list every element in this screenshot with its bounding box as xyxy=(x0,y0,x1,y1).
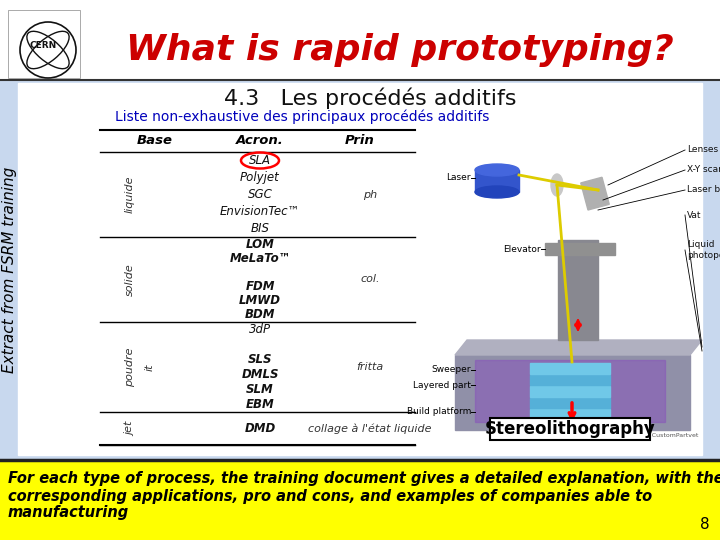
Text: Lenses: Lenses xyxy=(687,145,718,154)
Bar xyxy=(558,240,598,340)
Ellipse shape xyxy=(475,164,519,176)
Bar xyxy=(475,170,519,192)
FancyBboxPatch shape xyxy=(490,418,650,440)
Bar xyxy=(0,0,720,80)
Text: Laser: Laser xyxy=(446,173,471,183)
Text: manufacturing: manufacturing xyxy=(8,505,130,521)
Text: ph: ph xyxy=(363,190,377,199)
Text: corresponding applications, pro and cons, and examples of companies able to: corresponding applications, pro and cons… xyxy=(8,489,652,503)
Text: X-Y scanning mirror: X-Y scanning mirror xyxy=(687,165,720,174)
Ellipse shape xyxy=(551,174,563,196)
Text: SLM: SLM xyxy=(246,383,274,396)
Text: Prin: Prin xyxy=(345,134,375,147)
Text: Stereolithography: Stereolithography xyxy=(485,420,655,438)
Polygon shape xyxy=(455,340,702,355)
Text: collage à l'état liquide: collage à l'état liquide xyxy=(308,423,432,434)
Circle shape xyxy=(20,22,76,78)
Bar xyxy=(0,460,720,540)
Text: MeLaTo™: MeLaTo™ xyxy=(229,252,291,265)
Text: LOM: LOM xyxy=(246,238,274,251)
Text: 4.3   Les procédés additifs: 4.3 Les procédés additifs xyxy=(224,87,516,109)
Text: poudre: poudre xyxy=(125,347,135,387)
Bar xyxy=(581,177,609,210)
Bar xyxy=(415,90,700,440)
Text: SLS: SLS xyxy=(248,353,272,366)
Text: LMWD: LMWD xyxy=(239,294,281,307)
Text: Liquid
photopolymer: Liquid photopolymer xyxy=(687,240,720,260)
Text: SGC: SGC xyxy=(248,188,272,201)
Bar xyxy=(530,386,610,397)
Bar xyxy=(475,360,665,422)
Text: fritta: fritta xyxy=(356,362,384,372)
Bar xyxy=(530,398,610,408)
Bar xyxy=(8,10,80,78)
Text: it: it xyxy=(145,363,155,371)
Bar xyxy=(545,243,615,255)
Text: Extract from FSRM training: Extract from FSRM training xyxy=(2,167,17,373)
Text: FDM: FDM xyxy=(246,280,275,293)
Bar xyxy=(530,409,610,420)
Text: 3dP: 3dP xyxy=(249,323,271,336)
Text: liquide: liquide xyxy=(125,176,135,213)
Text: EnvisionTec™: EnvisionTec™ xyxy=(220,205,300,218)
Text: Base: Base xyxy=(137,134,173,147)
Text: Laser beam: Laser beam xyxy=(687,186,720,194)
Bar xyxy=(530,375,610,385)
Text: For each type of process, the training document gives a detailed explanation, wi: For each type of process, the training d… xyxy=(8,470,720,485)
Bar xyxy=(18,83,702,455)
Text: Acron.: Acron. xyxy=(236,134,284,147)
Bar xyxy=(0,80,720,460)
Text: What is rapid prototyping?: What is rapid prototyping? xyxy=(126,33,674,67)
Text: BIS: BIS xyxy=(251,222,269,235)
Bar xyxy=(530,363,610,374)
Text: SLA: SLA xyxy=(249,154,271,167)
Text: Layered part: Layered part xyxy=(413,381,471,389)
Text: Elevator: Elevator xyxy=(503,245,541,253)
Text: 8: 8 xyxy=(701,517,710,532)
Text: jet: jet xyxy=(125,421,135,436)
Text: Vat: Vat xyxy=(687,211,701,219)
Text: Polyjet: Polyjet xyxy=(240,171,280,184)
Bar xyxy=(455,355,690,430)
Text: col.: col. xyxy=(360,274,379,285)
Text: EBM: EBM xyxy=(246,398,274,411)
Text: Sweeper: Sweeper xyxy=(431,366,471,375)
Text: Liste non-exhaustive des principaux procédés additifs: Liste non-exhaustive des principaux proc… xyxy=(115,110,490,124)
Ellipse shape xyxy=(475,186,519,198)
Text: Copyright © 2008 CustomPartvet: Copyright © 2008 CustomPartvet xyxy=(593,433,698,438)
Text: DMD: DMD xyxy=(244,422,276,435)
Text: CERN: CERN xyxy=(30,42,57,51)
Text: BDM: BDM xyxy=(245,308,275,321)
Text: Build platform: Build platform xyxy=(407,408,471,416)
Text: DMLS: DMLS xyxy=(241,368,279,381)
Text: solide: solide xyxy=(125,263,135,296)
